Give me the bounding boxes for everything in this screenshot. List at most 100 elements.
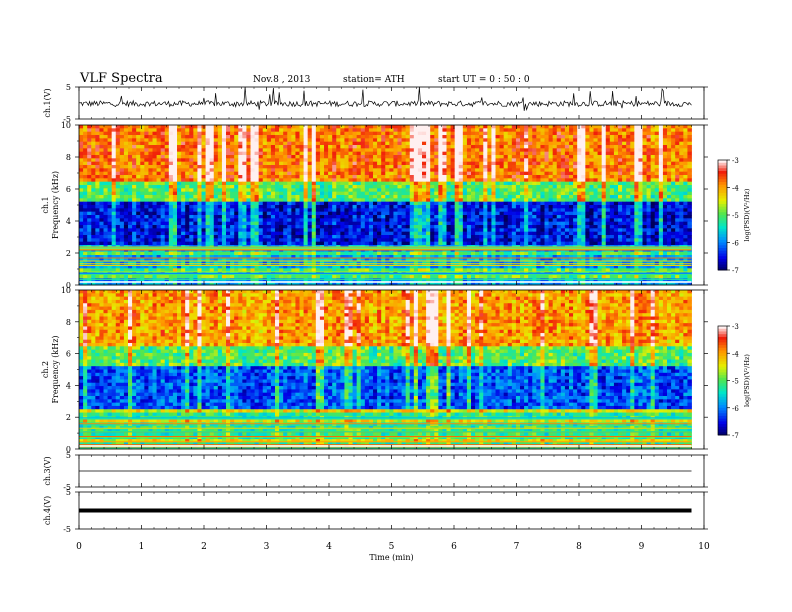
spectrogram-cell — [532, 191, 537, 196]
spectrogram-cell — [426, 158, 431, 163]
spectrogram-cell — [250, 135, 255, 139]
spectrogram-cell — [230, 151, 235, 156]
spectrogram-cell — [295, 191, 300, 196]
spectrogram-cell — [95, 228, 100, 233]
spectrogram-cell — [324, 171, 329, 176]
spectrogram-cell — [217, 135, 223, 139]
spectrogram-cell — [307, 225, 313, 229]
spectrogram-cell — [450, 131, 456, 136]
spectrogram-cell — [662, 228, 668, 233]
spectrogram-cell — [340, 191, 345, 196]
spectrogram-cell — [99, 158, 104, 163]
spectrogram-cell — [360, 131, 366, 136]
spectrogram-cell — [679, 188, 684, 193]
spectrogram-cell — [164, 131, 170, 136]
spectrogram-cell — [185, 171, 190, 176]
spectrogram-cell — [275, 175, 280, 179]
spectrogram-cell — [140, 188, 145, 193]
spectrogram-cell — [401, 151, 407, 156]
spectrogram-cell — [605, 168, 611, 173]
spectrogram-cell — [128, 125, 133, 129]
spectrogram-cell — [426, 201, 431, 206]
spectrogram-cell — [177, 141, 182, 146]
spectrogram-cell — [119, 171, 125, 176]
spectrogram-cell — [597, 125, 603, 129]
spectrogram-cell — [307, 185, 313, 189]
spectrogram-cell — [499, 175, 505, 179]
spectrogram-cell — [324, 221, 329, 226]
spectrogram-cell — [385, 125, 390, 129]
spectrogram-cell — [262, 165, 268, 169]
spectrogram-cell — [564, 191, 570, 196]
spectrogram-cell — [515, 175, 521, 179]
spectrogram-cell — [156, 161, 162, 166]
spectrogram-cell — [605, 165, 611, 169]
spectrogram-cell — [303, 201, 309, 206]
spectrogram-cell — [601, 191, 607, 196]
spectrogram-cell — [152, 188, 157, 193]
spectrogram-cell — [683, 205, 688, 209]
spectrogram-cell — [270, 201, 276, 206]
spectrogram-cell — [226, 131, 231, 136]
spectrogram-cell — [201, 185, 206, 189]
spectrogram-cell — [581, 168, 586, 173]
spectrogram-cell — [499, 181, 505, 186]
spectrogram-cell — [495, 141, 500, 146]
spectrogram-cell — [266, 218, 272, 223]
spectrogram-cell — [189, 165, 194, 169]
spectrogram-cell — [185, 195, 190, 199]
spectrogram-cell — [671, 175, 676, 179]
spectrogram-cell — [642, 205, 647, 209]
spectrogram-cell — [499, 185, 505, 189]
spectrogram-cell — [687, 215, 692, 219]
spectrogram-cell — [95, 148, 100, 153]
spectrogram-cell — [430, 198, 435, 203]
spectrogram-cell — [87, 161, 92, 166]
spectrogram-cell — [573, 125, 578, 129]
spectrogram-cell — [91, 161, 96, 166]
spectrogram-cell — [679, 131, 684, 136]
spectrogram-cell — [385, 201, 390, 206]
spectrogram-cell — [581, 181, 586, 186]
spectrogram-cell — [189, 151, 194, 156]
spectrogram-cell — [250, 231, 255, 236]
spectrogram-cell — [275, 198, 280, 203]
spectrogram-cell — [630, 225, 635, 229]
spectrogram-cell — [662, 221, 668, 226]
spectrogram-cell — [205, 208, 211, 213]
spectrogram-cell — [569, 151, 574, 156]
spectrogram-cell — [266, 171, 272, 176]
spectrogram-cell — [348, 215, 353, 219]
spectrogram-cell — [79, 191, 84, 196]
spectrogram-cell — [630, 191, 635, 196]
spectrogram-cell — [487, 128, 492, 133]
spectrogram-cell — [348, 138, 353, 143]
spectrogram-cell — [483, 181, 488, 186]
spectrogram-cell — [495, 185, 500, 189]
spectrogram-cell — [287, 221, 292, 226]
spectrogram-cell — [626, 205, 631, 209]
spectrogram-cell — [250, 131, 255, 136]
spectrogram-cell — [303, 218, 309, 223]
spectrogram-cell — [119, 178, 125, 183]
spectrogram-cell — [197, 125, 202, 129]
spectrogram-cell — [434, 178, 439, 183]
spectrogram-cell — [654, 148, 660, 153]
spectrogram-cell — [242, 175, 247, 179]
spectrogram-cell — [377, 165, 382, 169]
spectrogram-cell — [483, 215, 488, 219]
spectrogram-cell — [626, 211, 631, 216]
spectrogram-cell — [303, 191, 309, 196]
spectrogram-cell — [360, 181, 366, 186]
spectrogram-cell — [471, 181, 476, 186]
spectrogram-cell — [507, 188, 513, 193]
spectrogram-cell — [511, 198, 517, 203]
spectrogram-cell — [569, 188, 574, 193]
spectrogram-cell — [450, 151, 456, 156]
spectrogram-cell — [246, 128, 251, 133]
spectrogram-cell — [311, 131, 317, 136]
spectrogram-cell — [667, 148, 672, 153]
spectrogram-cell — [650, 155, 656, 159]
spectrogram-cell — [140, 195, 145, 199]
spectrogram-cell — [609, 125, 615, 129]
